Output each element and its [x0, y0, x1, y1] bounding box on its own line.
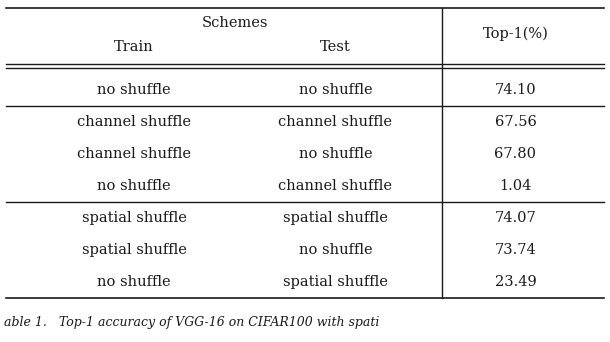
Text: spatial shuffle: spatial shuffle — [82, 211, 187, 225]
Text: Train: Train — [114, 40, 154, 54]
Text: no shuffle: no shuffle — [299, 147, 372, 161]
Text: no shuffle: no shuffle — [98, 275, 171, 289]
Text: Top-1(%): Top-1(%) — [483, 27, 548, 41]
Text: 74.07: 74.07 — [495, 211, 536, 225]
Text: spatial shuffle: spatial shuffle — [283, 211, 388, 225]
Text: 74.10: 74.10 — [495, 83, 536, 97]
Text: channel shuffle: channel shuffle — [77, 115, 191, 129]
Text: spatial shuffle: spatial shuffle — [82, 243, 187, 257]
Text: no shuffle: no shuffle — [299, 83, 372, 97]
Text: 73.74: 73.74 — [495, 243, 536, 257]
Text: Test: Test — [320, 40, 351, 54]
Text: channel shuffle: channel shuffle — [279, 115, 392, 129]
Text: channel shuffle: channel shuffle — [279, 179, 392, 193]
Text: no shuffle: no shuffle — [98, 179, 171, 193]
Text: able 1.   Top-1 accuracy of VGG-16 on CIFAR100 with spati: able 1. Top-1 accuracy of VGG-16 on CIFA… — [4, 316, 379, 329]
Text: channel shuffle: channel shuffle — [77, 147, 191, 161]
Text: 67.56: 67.56 — [495, 115, 536, 129]
Text: Schemes: Schemes — [201, 16, 268, 30]
Text: 1.04: 1.04 — [499, 179, 532, 193]
Text: 67.80: 67.80 — [495, 147, 536, 161]
Text: 23.49: 23.49 — [495, 275, 536, 289]
Text: no shuffle: no shuffle — [98, 83, 171, 97]
Text: spatial shuffle: spatial shuffle — [283, 275, 388, 289]
Text: no shuffle: no shuffle — [299, 243, 372, 257]
